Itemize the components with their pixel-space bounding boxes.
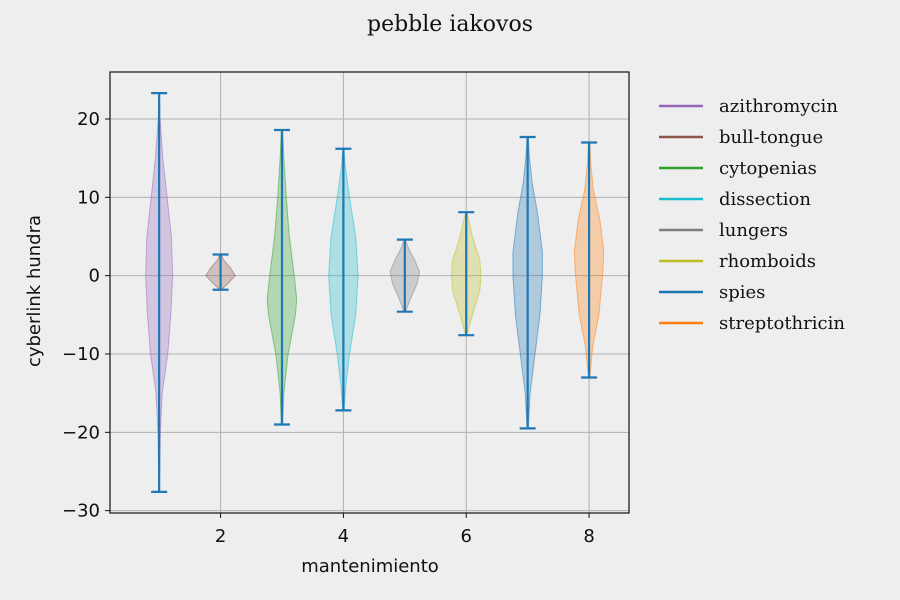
y-tick-label: 20 bbox=[77, 109, 100, 130]
y-tick-label: 0 bbox=[89, 266, 100, 287]
x-tick-label: 8 bbox=[583, 526, 594, 547]
plot-area: 2 4 6 8 −30 −20 −10 0 10 20 bbox=[62, 71, 630, 547]
x-axis-label: mantenimiento bbox=[301, 556, 439, 577]
x-tick-label: 4 bbox=[338, 526, 349, 547]
chart-title: pebble iakovos bbox=[367, 12, 533, 37]
legend-label-streptothricin: streptothricin bbox=[719, 313, 845, 334]
legend-label-rhomboids: rhomboids bbox=[719, 251, 816, 272]
y-tick-label: −20 bbox=[62, 422, 100, 443]
x-tick-label: 6 bbox=[461, 526, 472, 547]
legend-label-bull-tongue: bull-tongue bbox=[719, 127, 823, 148]
legend-label-dissection: dissection bbox=[719, 189, 811, 210]
y-tick-label: 10 bbox=[77, 187, 100, 208]
plot-background bbox=[110, 72, 629, 513]
y-tick-label: −30 bbox=[62, 501, 100, 522]
legend-label-lungers: lungers bbox=[719, 220, 788, 241]
y-tick-label: −10 bbox=[62, 344, 100, 365]
x-tick-label: 2 bbox=[215, 526, 226, 547]
legend: azithromycin bull-tongue cytopenias dissect… bbox=[659, 96, 845, 334]
legend-label-azithromycin: azithromycin bbox=[719, 96, 838, 117]
legend-label-spies: spies bbox=[719, 282, 765, 303]
plot-frame bbox=[109, 71, 630, 514]
y-axis-label: cyberlink hundra bbox=[24, 215, 45, 367]
legend-label-cytopenias: cytopenias bbox=[719, 158, 817, 179]
